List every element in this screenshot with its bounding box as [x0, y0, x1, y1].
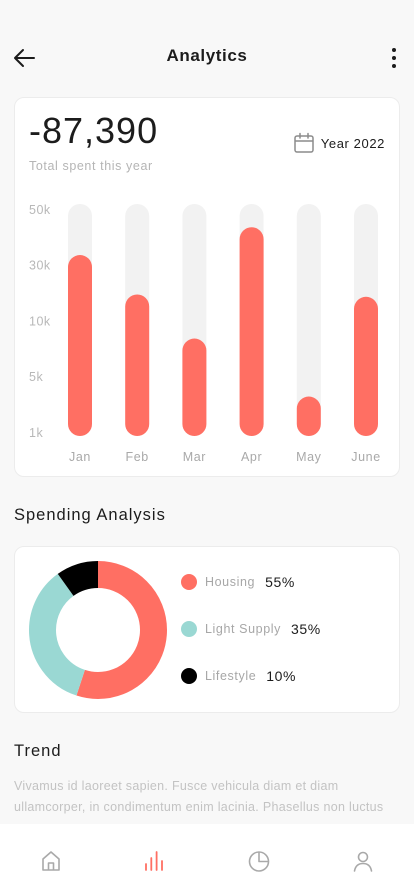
bar-feb — [125, 294, 150, 436]
legend-dot — [181, 574, 197, 590]
legend-item-housing: Housing 55% — [181, 572, 295, 592]
y-tick-label: 50k — [29, 203, 51, 217]
spending-bar-chart: 50k 30k 10k 5k 1k Jan Feb Mar Apr May June — [29, 203, 381, 464]
trend-section-title: Trend — [14, 742, 62, 760]
page-title: Analytics — [166, 46, 248, 65]
calendar-icon — [294, 132, 314, 153]
bottom-navigation — [0, 824, 414, 896]
legend-name: Light Supply — [205, 622, 281, 636]
more-dot-icon — [392, 48, 396, 52]
legend-item-light-supply: Light Supply 35% — [181, 619, 321, 639]
nav-analytics[interactable] — [141, 848, 167, 874]
bar-chart-icon — [145, 851, 163, 871]
year-label: Year 2022 — [320, 135, 385, 151]
pie-chart-icon — [248, 851, 270, 872]
bar-jan — [68, 255, 92, 436]
legend-value: 55% — [265, 574, 295, 590]
spending-donut-chart — [29, 561, 167, 699]
x-tick-label: May — [296, 450, 322, 464]
x-tick-label: Jan — [69, 450, 91, 464]
donut-slice-lifestyle — [29, 561, 167, 699]
user-icon — [353, 851, 373, 872]
legend-dot — [181, 668, 197, 684]
x-tick-label: June — [351, 450, 381, 464]
total-caption: Total spent this year — [29, 159, 153, 173]
nav-reports[interactable] — [246, 848, 272, 874]
y-tick-label: 5k — [29, 370, 43, 384]
bar-june — [354, 296, 378, 436]
more-options-button[interactable] — [380, 42, 408, 74]
bar-mar — [182, 338, 207, 436]
spending-section-title: Spending Analysis — [14, 506, 166, 524]
back-button[interactable] — [8, 42, 40, 74]
legend-value: 10% — [266, 668, 297, 684]
x-tick-label: Apr — [241, 450, 262, 464]
more-dot-icon — [392, 64, 396, 68]
summary-card: -87,390 Total spent this year Year 2022 … — [14, 97, 400, 477]
total-amount: -87,390 — [29, 110, 159, 151]
x-tick-label: Feb — [126, 450, 149, 464]
nav-home[interactable] — [38, 848, 64, 874]
app-header: Analytics — [0, 34, 414, 82]
legend-value: 35% — [291, 621, 321, 637]
nav-profile[interactable] — [350, 848, 376, 874]
y-tick-label: 30k — [29, 259, 51, 273]
bar-may — [296, 396, 321, 436]
y-tick-label: 10k — [29, 314, 51, 328]
bar-apr — [239, 227, 264, 436]
donut-slice-light-supply — [29, 561, 167, 699]
more-dot-icon — [392, 56, 396, 60]
year-picker[interactable]: Year 2022 — [293, 132, 385, 154]
legend-dot — [181, 621, 197, 637]
arrow-left-icon — [14, 49, 35, 67]
bar-track — [296, 204, 321, 436]
legend-item-lifestyle: Lifestyle 10% — [181, 666, 296, 686]
legend-name: Housing — [205, 575, 256, 589]
x-tick-label: Mar — [183, 450, 206, 464]
home-icon — [42, 851, 60, 871]
legend-name: Lifestyle — [205, 669, 257, 683]
spending-card: Housing 55% Light Supply 35% Lifestyle 1… — [14, 546, 400, 713]
y-tick-label: 1k — [29, 426, 43, 440]
